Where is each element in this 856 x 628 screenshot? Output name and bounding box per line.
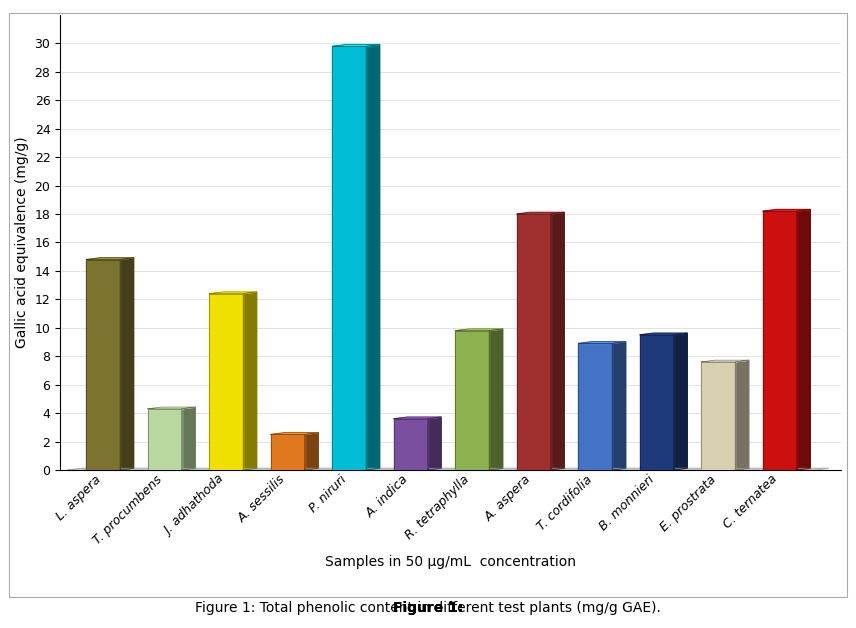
Polygon shape xyxy=(366,45,380,470)
Text: Figure 1:: Figure 1: xyxy=(393,601,463,615)
Polygon shape xyxy=(517,214,550,470)
Polygon shape xyxy=(640,335,674,470)
Polygon shape xyxy=(120,258,134,470)
Y-axis label: Gallic acid equivalence (mg/g): Gallic acid equivalence (mg/g) xyxy=(15,137,29,349)
Polygon shape xyxy=(701,360,749,362)
Text: Figure 1: Total phenolic content in different test plants (mg/g GAE).: Figure 1: Total phenolic content in diff… xyxy=(195,601,661,615)
Text: Figure 1:: Figure 1: xyxy=(393,601,463,615)
Polygon shape xyxy=(579,342,626,344)
Polygon shape xyxy=(517,212,564,214)
Polygon shape xyxy=(181,407,195,470)
Polygon shape xyxy=(455,330,489,470)
Polygon shape xyxy=(489,329,502,470)
Polygon shape xyxy=(148,409,181,470)
Polygon shape xyxy=(612,342,626,470)
Polygon shape xyxy=(797,210,811,470)
Polygon shape xyxy=(394,417,441,419)
Polygon shape xyxy=(735,360,749,470)
Polygon shape xyxy=(243,292,257,470)
Polygon shape xyxy=(428,417,441,470)
Polygon shape xyxy=(701,362,735,470)
Polygon shape xyxy=(270,433,318,435)
X-axis label: Samples in 50 μg/mL  concentration: Samples in 50 μg/mL concentration xyxy=(325,555,576,569)
Polygon shape xyxy=(674,333,687,470)
Polygon shape xyxy=(394,419,428,470)
Polygon shape xyxy=(148,407,195,409)
Polygon shape xyxy=(763,210,811,211)
Polygon shape xyxy=(210,292,257,294)
Polygon shape xyxy=(86,258,134,259)
Polygon shape xyxy=(579,344,612,470)
Polygon shape xyxy=(640,333,687,335)
Polygon shape xyxy=(763,211,797,470)
Polygon shape xyxy=(68,468,829,470)
Polygon shape xyxy=(210,294,243,470)
Polygon shape xyxy=(332,46,366,470)
Polygon shape xyxy=(332,45,380,46)
Polygon shape xyxy=(550,212,564,470)
Polygon shape xyxy=(270,435,305,470)
Polygon shape xyxy=(305,433,318,470)
Polygon shape xyxy=(455,329,502,330)
Polygon shape xyxy=(86,259,120,470)
